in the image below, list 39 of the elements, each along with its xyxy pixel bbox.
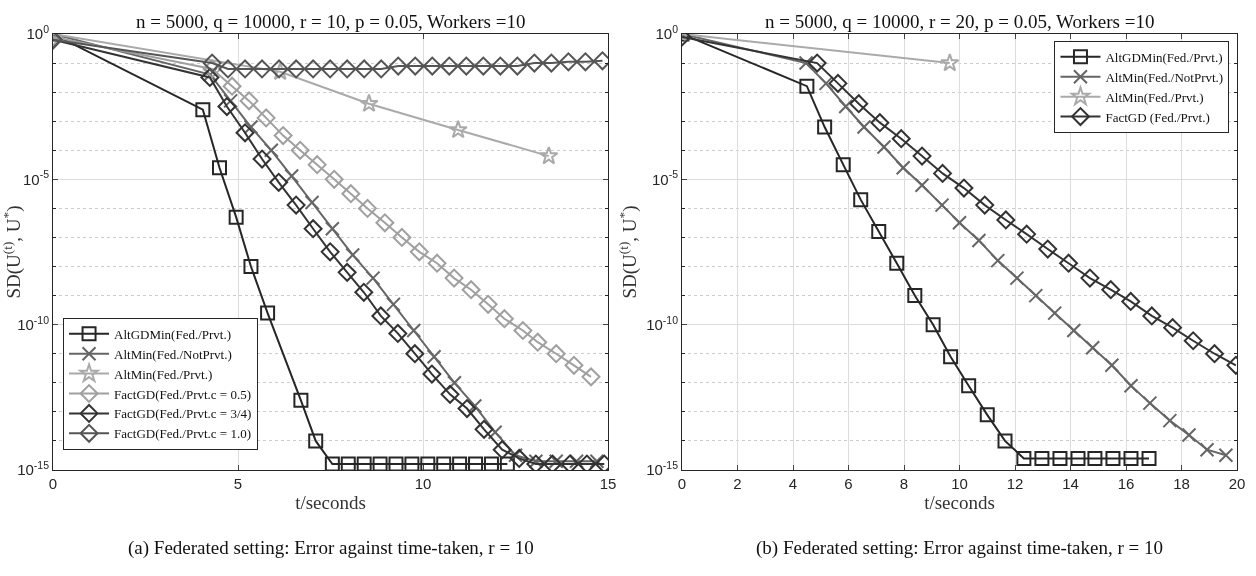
- legend-label: FactGD(Fed./Prvt.c = 0.5): [114, 386, 251, 402]
- chart-title: n = 5000, q = 10000, r = 20, p = 0.05, Workers =10: [765, 11, 1155, 32]
- x-tick-label: 10: [951, 475, 968, 492]
- x-tick-label: 16: [1117, 475, 1135, 492]
- legend-label: AltGDMin(Fed./Prvt.): [1105, 49, 1223, 65]
- x-tick-label: 0: [48, 475, 58, 492]
- legend-label: FactGD(Fed./Prvt.c = 3/4): [114, 406, 252, 422]
- y-tick-label: 10$^{-15}$: [646, 458, 679, 479]
- x-tick-label: 6: [844, 475, 853, 492]
- x-tick-label: 0: [677, 475, 687, 492]
- y-tick-label: 10$^{0}$: [655, 22, 679, 43]
- x-tick-label: 20: [1228, 475, 1246, 492]
- legend-label: FactGD (Fed./Prvt.): [1105, 109, 1210, 125]
- x-tick-label: 2: [733, 475, 742, 492]
- x-tick-label: 5: [233, 475, 243, 492]
- y-tick-label: 10$^{-10}$: [17, 313, 50, 333]
- x-axis-title: t/seconds: [924, 492, 995, 513]
- y-tick-label: 10$^{-10}$: [646, 313, 679, 333]
- x-tick-label: 15: [599, 475, 617, 492]
- y-tick-label: 10$^{-15}$: [17, 458, 50, 479]
- text: (b) Federated setting: Error against time-taken, r = 10: [756, 537, 1163, 559]
- y-tick-label: 10$^{-5}$: [22, 168, 50, 188]
- x-tick-label: 8: [899, 475, 909, 492]
- x-tick-label: 10: [414, 475, 432, 492]
- y-tick-label: 10$^{-5}$: [651, 168, 679, 188]
- legend-label: AltMin(Fed./Prvt.): [1105, 89, 1204, 105]
- legend-label: AltMin(Fed./NotPrvt.): [114, 346, 232, 362]
- x-axis-title: t/seconds: [295, 491, 366, 513]
- legend-label: AltGDMin(Fed./Prvt.): [114, 326, 232, 342]
- legend-label: AltMin(Fed./NotPrvt.): [1105, 69, 1224, 85]
- x-tick-label: 18: [1173, 475, 1190, 492]
- x-tick-label: 12: [1006, 475, 1024, 492]
- x-tick-label: 4: [788, 475, 798, 492]
- x-tick-label: 14: [1062, 475, 1079, 492]
- legend-label: AltMin(Fed./Prvt.): [114, 366, 213, 382]
- y-tick-label: 10$^{0}$: [26, 22, 50, 43]
- chart-title: n = 5000, q = 10000, r = 10, p = 0.05, Workers =10: [136, 11, 526, 32]
- legend-label: FactGD(Fed./Prvt.c = 1.0): [114, 426, 251, 442]
- text: (a) Federated setting: Error against time-taken, r = 10: [128, 537, 534, 559]
